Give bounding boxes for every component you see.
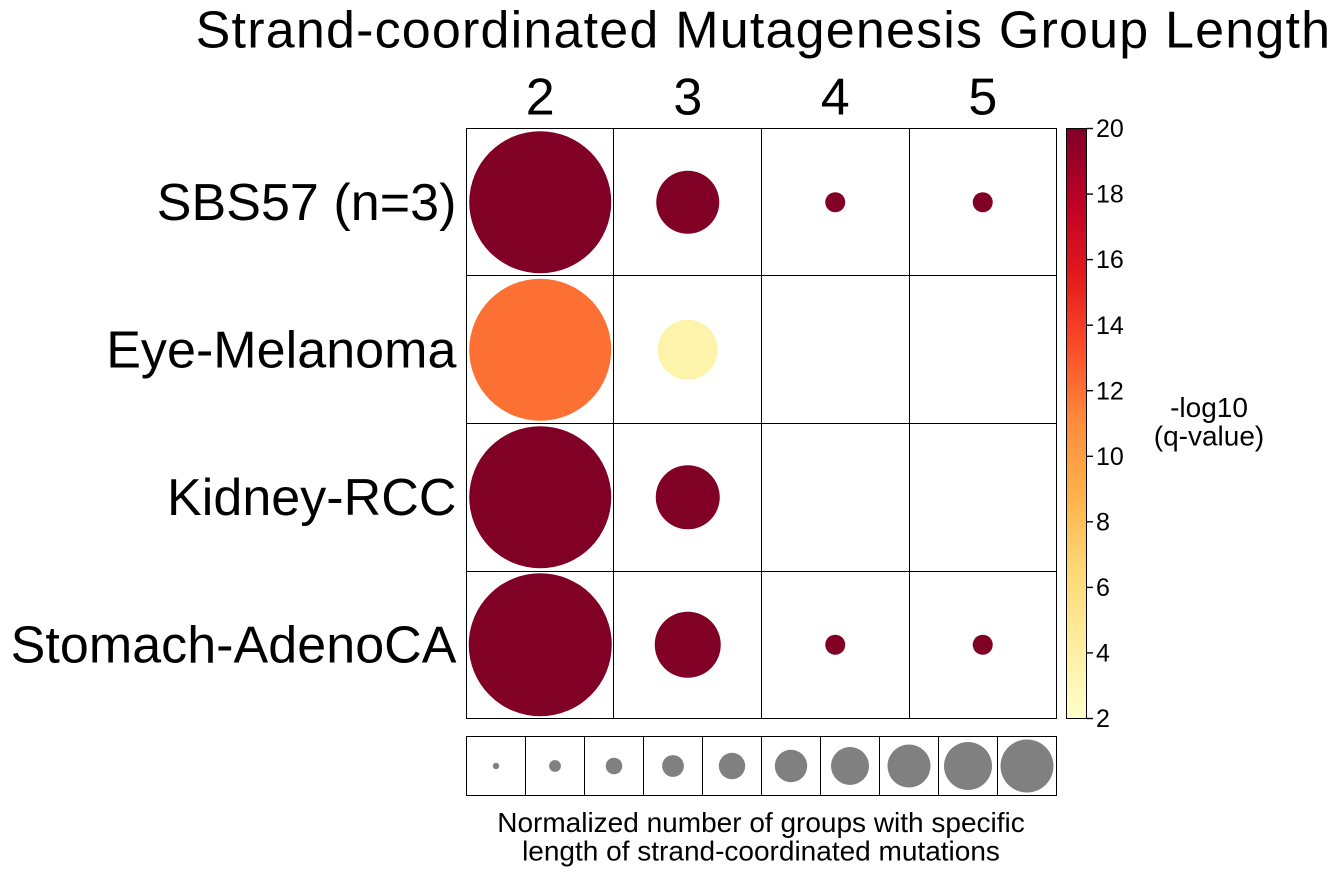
svg-text:4: 4: [821, 69, 850, 127]
svg-text:3: 3: [673, 69, 702, 127]
svg-text:16: 16: [1096, 246, 1124, 274]
svg-text:Kidney-RCC: Kidney-RCC: [167, 469, 456, 527]
svg-text:-log10: -log10: [1170, 392, 1248, 423]
svg-text:2: 2: [1096, 705, 1110, 733]
svg-text:Normalized number of groups wi: Normalized number of groups with specifi…: [497, 807, 1025, 838]
svg-text:5: 5: [968, 69, 997, 127]
svg-text:(q-value): (q-value): [1154, 421, 1264, 452]
svg-text:Strand-coordinated Mutagenesis: Strand-coordinated Mutagenesis Group Len…: [196, 2, 1332, 60]
svg-text:14: 14: [1096, 312, 1124, 340]
svg-text:Stomach-AdenoCA: Stomach-AdenoCA: [11, 617, 457, 675]
svg-text:SBS57 (n=3): SBS57 (n=3): [157, 174, 457, 232]
svg-text:6: 6: [1096, 574, 1110, 602]
svg-text:20: 20: [1096, 115, 1124, 143]
svg-text:length of strand-coordinated m: length of strand-coordinated mutations: [522, 836, 1000, 867]
svg-text:10: 10: [1096, 443, 1124, 471]
svg-text:18: 18: [1096, 181, 1124, 209]
svg-text:12: 12: [1096, 377, 1124, 405]
svg-text:Eye-Melanoma: Eye-Melanoma: [106, 322, 456, 380]
svg-text:8: 8: [1096, 508, 1110, 536]
svg-text:4: 4: [1096, 640, 1110, 668]
svg-text:2: 2: [526, 69, 555, 127]
